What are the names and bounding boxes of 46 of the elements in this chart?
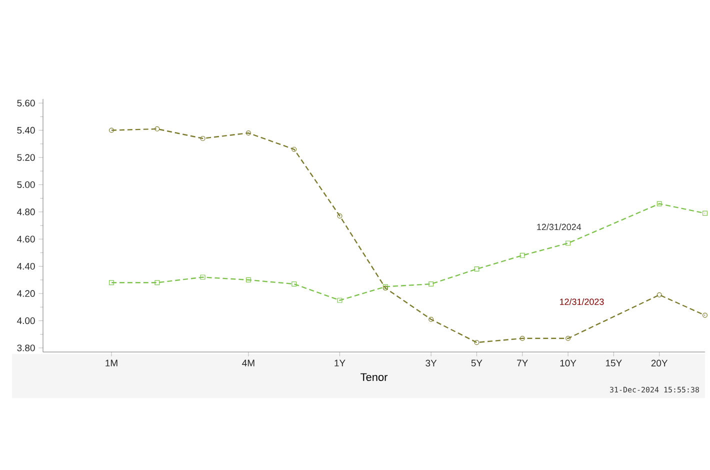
point <box>474 340 480 345</box>
point <box>154 280 160 286</box>
point <box>428 281 434 286</box>
point <box>474 266 480 272</box>
series-label: 12/31/2023 <box>560 298 604 305</box>
x-axis-title: Tenor <box>360 373 388 381</box>
y-tick-label: 4.60 <box>17 236 35 242</box>
point <box>154 126 160 132</box>
point <box>702 210 708 216</box>
point <box>702 312 708 318</box>
x-tick-label: 4M <box>242 360 254 366</box>
point <box>246 277 251 282</box>
point <box>337 298 342 303</box>
x-tick-label: 20Y <box>651 360 668 366</box>
x-tick-label: 3Y <box>426 360 437 366</box>
point <box>428 316 434 322</box>
point <box>566 336 571 341</box>
y-tick-label: 5.20 <box>17 154 35 161</box>
point <box>200 274 206 280</box>
y-tick-label: 3.80 <box>17 344 35 352</box>
x-tick-label: 5Y <box>471 360 482 366</box>
x-tick-label: 1M <box>106 360 118 366</box>
point <box>292 281 297 286</box>
point <box>520 336 525 341</box>
x-tick-label: 7Y <box>517 360 528 366</box>
y-tick-label: 5.60 <box>17 100 35 106</box>
x-tick-label: 10Y <box>560 360 576 366</box>
point <box>292 146 297 152</box>
point <box>656 201 662 206</box>
y-tick-label: 4.20 <box>17 290 35 297</box>
x-tick-label: 15Y <box>606 360 622 366</box>
point <box>337 213 342 218</box>
point <box>566 240 571 246</box>
point <box>656 292 662 298</box>
y-tick-label: 4.80 <box>17 208 35 216</box>
point <box>246 130 251 136</box>
y-tick-label: 4.40 <box>17 262 35 270</box>
point <box>200 136 206 141</box>
point <box>108 280 114 286</box>
y-tick-label: 5.40 <box>17 126 35 134</box>
series-label: 12/31/2024 <box>537 224 582 230</box>
point <box>520 252 525 258</box>
point <box>108 128 114 133</box>
y-tick-label: 5.00 <box>17 181 35 188</box>
y-tick-label: 4.00 <box>17 317 35 324</box>
x-tick-label: 1Y <box>334 360 346 366</box>
